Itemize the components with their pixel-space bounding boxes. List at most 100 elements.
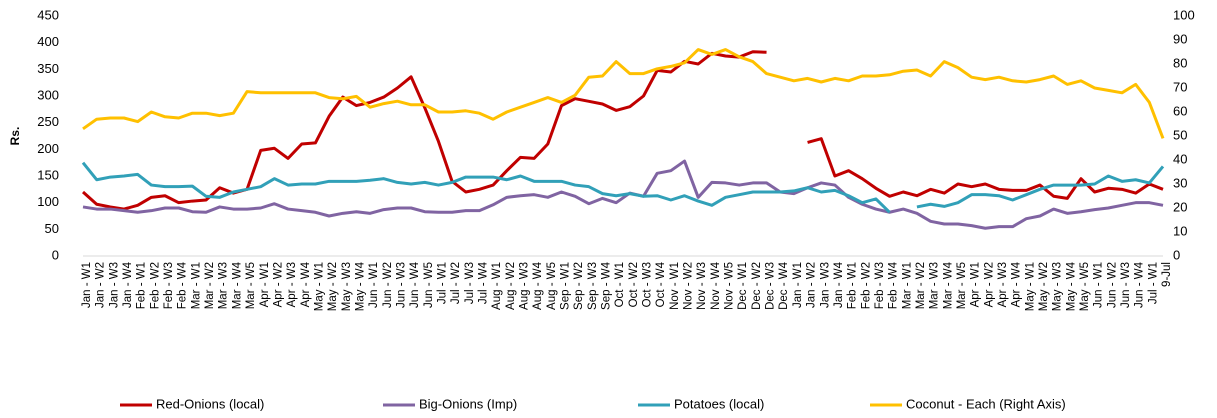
x-tick-label: Feb - W4 (888, 261, 900, 309)
x-tick-label: Feb - W2 (149, 262, 161, 309)
x-tick-label: Dec - W4 (778, 261, 790, 310)
y-tick-label: 150 (37, 167, 59, 182)
x-tick-label: Feb - W1 (847, 262, 859, 309)
x-tick-label: Sep - W2 (573, 262, 585, 310)
x-tick-label: Jul - W1 (436, 262, 448, 304)
x-tick-label: May - W3 (1052, 262, 1064, 311)
x-tick-label: Apr - W2 (983, 262, 995, 307)
x-tick-label: Apr - W3 (997, 262, 1009, 307)
x-tick-label: Apr - W1 (970, 262, 982, 307)
y-tick-label: 350 (37, 61, 59, 76)
x-tick-label: Jun - W2 (382, 262, 394, 308)
x-tick-label: Jul - W4 (477, 261, 489, 304)
line-series (81, 50, 1164, 211)
y-tick-label: 100 (37, 194, 59, 209)
x-tick-label: Jun - W5 (423, 262, 435, 308)
x-tick-label: May - W4 (354, 261, 366, 311)
x-tick-label: Apr - W3 (286, 262, 298, 307)
x-tick-label: Apr - W1 (259, 262, 271, 307)
x-tick-label: Oct - W1 (614, 262, 626, 307)
legend-label: Potatoes (local) (674, 396, 764, 411)
y-tick-label: 300 (37, 87, 59, 102)
y2-tick-label: 100 (1173, 7, 1195, 22)
x-tick-label: Feb - W1 (136, 262, 148, 309)
x-tick-label: Sep - W3 (587, 262, 599, 310)
y-tick-label: 0 (52, 247, 59, 262)
x-tick-label: Feb - W4 (177, 261, 189, 309)
line-series (81, 161, 1165, 214)
x-tick-label: Jan - W2 (806, 262, 818, 308)
x-tick-label: Mar - W4 (942, 261, 954, 309)
x-tick-label: Oct - W3 (642, 262, 654, 307)
x-tick-label: Oct - W4 (655, 261, 667, 307)
x-tick-label: Mar - W5 (956, 262, 968, 309)
x-tick-label: Dec - W1 (737, 262, 749, 310)
x-tick-label: Feb - W2 (860, 262, 872, 309)
y2-tick-label: 10 (1173, 223, 1187, 238)
x-tick-label: Jun - W2 (1106, 262, 1118, 308)
x-tick-label: 9-Jul (1161, 262, 1173, 287)
x-tick-label: Mar - W3 (218, 262, 230, 309)
y-axis-title: Rs. (8, 127, 22, 146)
x-tick-label: Jan - W4 (122, 261, 134, 308)
x-tick-label: May - W5 (1079, 262, 1091, 311)
x-tick-label: Jan - W1 (81, 262, 93, 308)
x-tick-label: Nov - W4 (710, 261, 722, 310)
x-tick-label: Feb - W3 (163, 262, 175, 309)
y-tick-label: 200 (37, 141, 59, 156)
x-tick-label: Mar - W2 (915, 262, 927, 309)
x-tick-label: Apr - W2 (272, 262, 284, 307)
legend-label: Big-Onions (Imp) (419, 396, 517, 411)
x-tick-label: Jan - W3 (819, 262, 831, 308)
x-tick-label: Apr - W4 (1011, 261, 1023, 307)
x-tick-label: Aug - W5 (546, 262, 558, 310)
x-tick-label: Apr - W4 (300, 261, 312, 307)
line-series (82, 48, 1165, 139)
x-tick-label: Aug - W3 (518, 262, 530, 310)
x-tick-label: Jan - W3 (108, 262, 120, 308)
x-tick-label: May - W1 (313, 262, 325, 311)
y2-tick-label: 30 (1173, 175, 1187, 190)
x-tick-label: Nov - W5 (724, 262, 736, 310)
y-tick-label: 250 (37, 114, 59, 129)
x-tick-label: Jul - W3 (464, 262, 476, 304)
y-tick-label: 450 (37, 7, 59, 22)
x-tick-label: Jul - W2 (450, 262, 462, 304)
y2-tick-label: 70 (1173, 79, 1187, 94)
x-tick-label: Jan - W4 (833, 261, 845, 308)
y2-tick-label: 20 (1173, 199, 1187, 214)
x-tick-label: Jun - W4 (409, 261, 421, 308)
y2-tick-label: 0 (1173, 247, 1180, 262)
x-tick-label: Mar - W1 (190, 262, 202, 309)
line-series (82, 159, 1164, 230)
x-tick-label: Mar - W2 (204, 262, 216, 309)
x-tick-label: Jul - W1 (1147, 262, 1159, 304)
x-tick-label: Nov - W1 (669, 262, 681, 310)
x-tick-label: May - W2 (327, 262, 339, 311)
x-tick-label: Nov - W3 (696, 262, 708, 310)
x-tick-label: Jun - W3 (1120, 262, 1132, 308)
x-tick-label: Mar - W4 (231, 261, 243, 309)
x-tick-label: Aug - W4 (532, 261, 544, 310)
x-tick-label: May - W1 (1024, 262, 1036, 311)
x-tick-label: Mar - W3 (929, 262, 941, 309)
x-tick-label: Aug - W1 (491, 262, 503, 310)
x-tick-label: Jun - W4 (1134, 261, 1146, 308)
legend-label: Coconut - Each (Right Axis) (906, 396, 1066, 411)
y2-tick-label: 40 (1173, 151, 1187, 166)
y2-tick-label: 50 (1173, 127, 1187, 142)
legend-label: Red-Onions (local) (156, 396, 264, 411)
y-tick-label: 50 (45, 221, 59, 236)
x-tick-label: Jun - W1 (1093, 262, 1105, 308)
x-tick-label: Sep - W1 (560, 262, 572, 310)
x-tick-label: May - W3 (341, 262, 353, 311)
x-tick-label: May - W2 (1038, 262, 1050, 311)
x-tick-label: Aug - W2 (505, 262, 517, 310)
x-tick-label: Nov - W2 (683, 262, 695, 310)
y2-tick-label: 80 (1173, 55, 1187, 70)
x-tick-label: Jun - W3 (395, 262, 407, 308)
x-tick-label: Feb - W3 (874, 262, 886, 309)
x-tick-label: Mar - W1 (901, 262, 913, 309)
x-tick-label: Mar - W5 (245, 262, 257, 309)
